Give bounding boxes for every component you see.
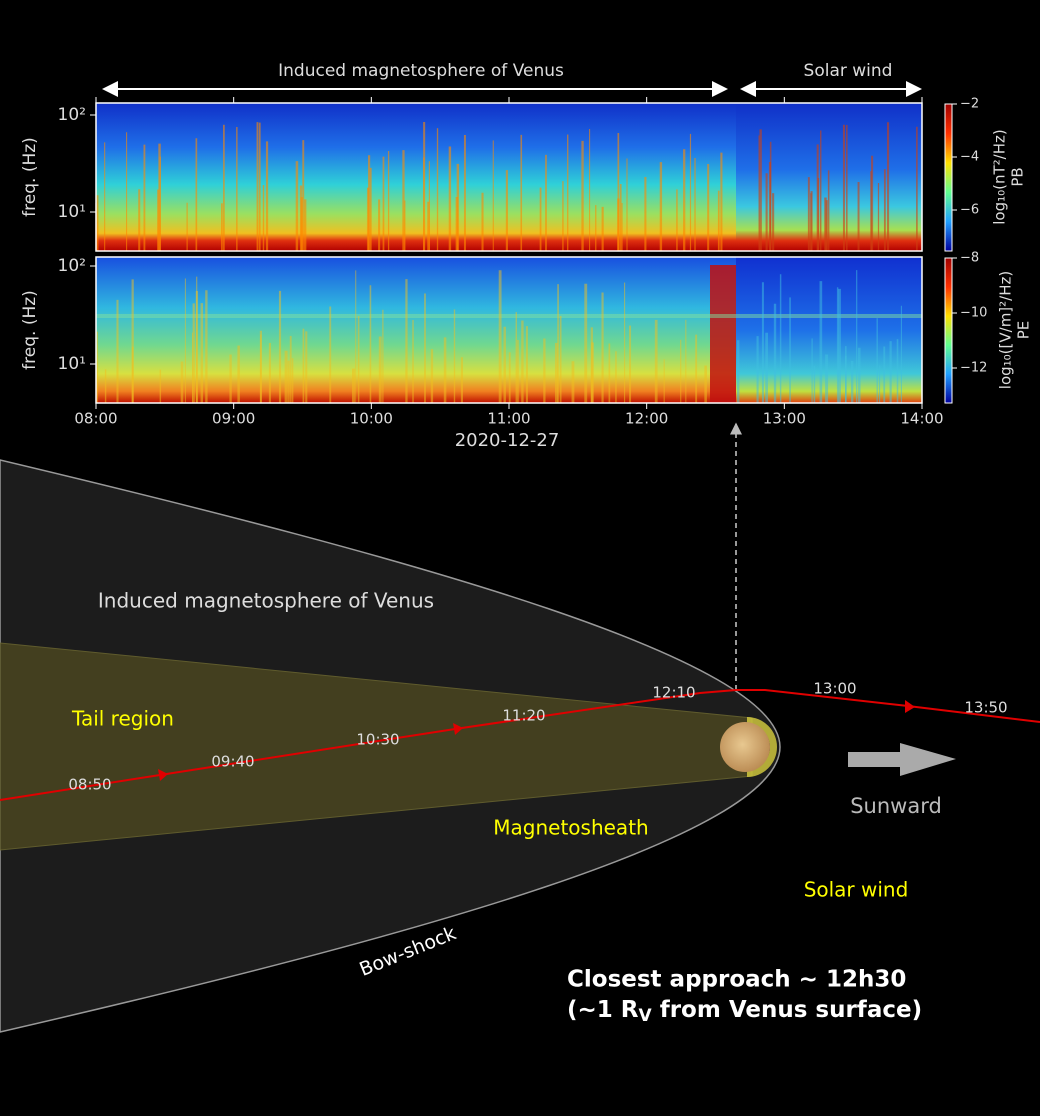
trajectory-time: 12:10: [652, 684, 695, 702]
panel-name: PB: [1009, 167, 1027, 186]
y-tick-label: 10²: [58, 105, 86, 125]
sunward-arrow: [848, 743, 956, 776]
date-label: 2020-12-27: [455, 430, 560, 451]
x-tick-label: 08:00: [74, 410, 117, 428]
colorbar-label: log₁₀([V/m]²/Hz): [997, 271, 1015, 389]
trajectory-time: 10:30: [356, 731, 399, 749]
region-label: Solar wind: [804, 61, 893, 81]
x-tick-label: 13:00: [763, 410, 806, 428]
colorbar-tick-label: −6: [960, 203, 979, 218]
trajectory-time: 13:50: [964, 699, 1007, 717]
region-label: Solar wind: [804, 878, 909, 902]
spectrogram-pb: [96, 103, 736, 251]
y-axis-label: freq. (Hz): [20, 290, 40, 370]
closest-approach-part: (~1 R: [567, 997, 639, 1023]
spectrogram-feature: [710, 265, 736, 403]
y-axis-label: freq. (Hz): [20, 137, 40, 217]
trajectory-arrow: [453, 723, 463, 735]
colorbar: [944, 103, 953, 252]
spectrograms: [95, 103, 922, 403]
colorbar-tick-label: −2: [960, 97, 979, 112]
trajectory-time: 11:20: [502, 707, 545, 725]
y-tick-label: 10¹: [58, 202, 86, 222]
closest-approach: Closest approach ~ 12h30: [567, 967, 906, 993]
trajectory-time: 13:00: [813, 680, 856, 698]
colorbar-tick-label: −10: [960, 306, 987, 321]
x-tick-label: 12:00: [625, 410, 668, 428]
x-tick-label: 10:00: [350, 410, 393, 428]
spectrogram-feature: [96, 314, 922, 318]
venus: [720, 722, 770, 772]
magnetosheath-crescent: [747, 717, 777, 777]
trajectory: [0, 689, 1040, 801]
trajectory-arrow: [905, 700, 915, 713]
trajectory-time: 09:40: [211, 753, 254, 771]
region-label: Magnetosheath: [493, 816, 648, 840]
x-tick-label: 11:00: [487, 410, 530, 428]
trajectory-time: 08:50: [68, 776, 111, 794]
colorbar-label: log₁₀(nT²/Hz): [991, 129, 1009, 225]
sunward-label: Sunward: [850, 794, 942, 818]
colorbar-tick-label: −4: [960, 150, 979, 165]
colorbar-tick-label: −12: [960, 361, 987, 376]
colorbar: [944, 257, 953, 404]
region-label: Induced magnetosphere of Venus: [98, 589, 434, 613]
region-label: Tail region: [71, 707, 174, 731]
panel-name: PE: [1015, 321, 1033, 340]
x-tick-label: 14:00: [900, 410, 943, 428]
trajectory-arrow: [158, 769, 168, 781]
x-tick-label: 09:00: [212, 410, 255, 428]
closest-approach: (~1 RV from Venus surface): [567, 997, 922, 1027]
closest-approach-subscript: V: [639, 1006, 653, 1026]
region-label: Induced magnetosphere of Venus: [278, 61, 564, 81]
closest-approach-part: from Venus surface): [652, 997, 922, 1023]
colorbar-tick-label: −8: [960, 251, 979, 266]
y-tick-label: 10¹: [58, 354, 86, 374]
y-tick-label: 10²: [58, 256, 86, 276]
